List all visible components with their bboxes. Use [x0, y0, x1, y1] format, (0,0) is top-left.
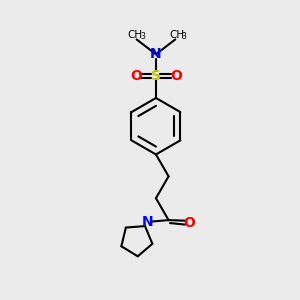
Text: CH: CH	[128, 30, 143, 40]
Text: O: O	[183, 216, 195, 230]
Text: 3: 3	[182, 32, 187, 41]
Text: N: N	[150, 47, 162, 61]
Text: O: O	[170, 69, 182, 83]
Text: 3: 3	[140, 32, 145, 41]
Text: O: O	[130, 69, 142, 83]
Text: CH: CH	[169, 30, 184, 40]
Text: S: S	[151, 69, 161, 83]
Text: N: N	[142, 214, 154, 229]
